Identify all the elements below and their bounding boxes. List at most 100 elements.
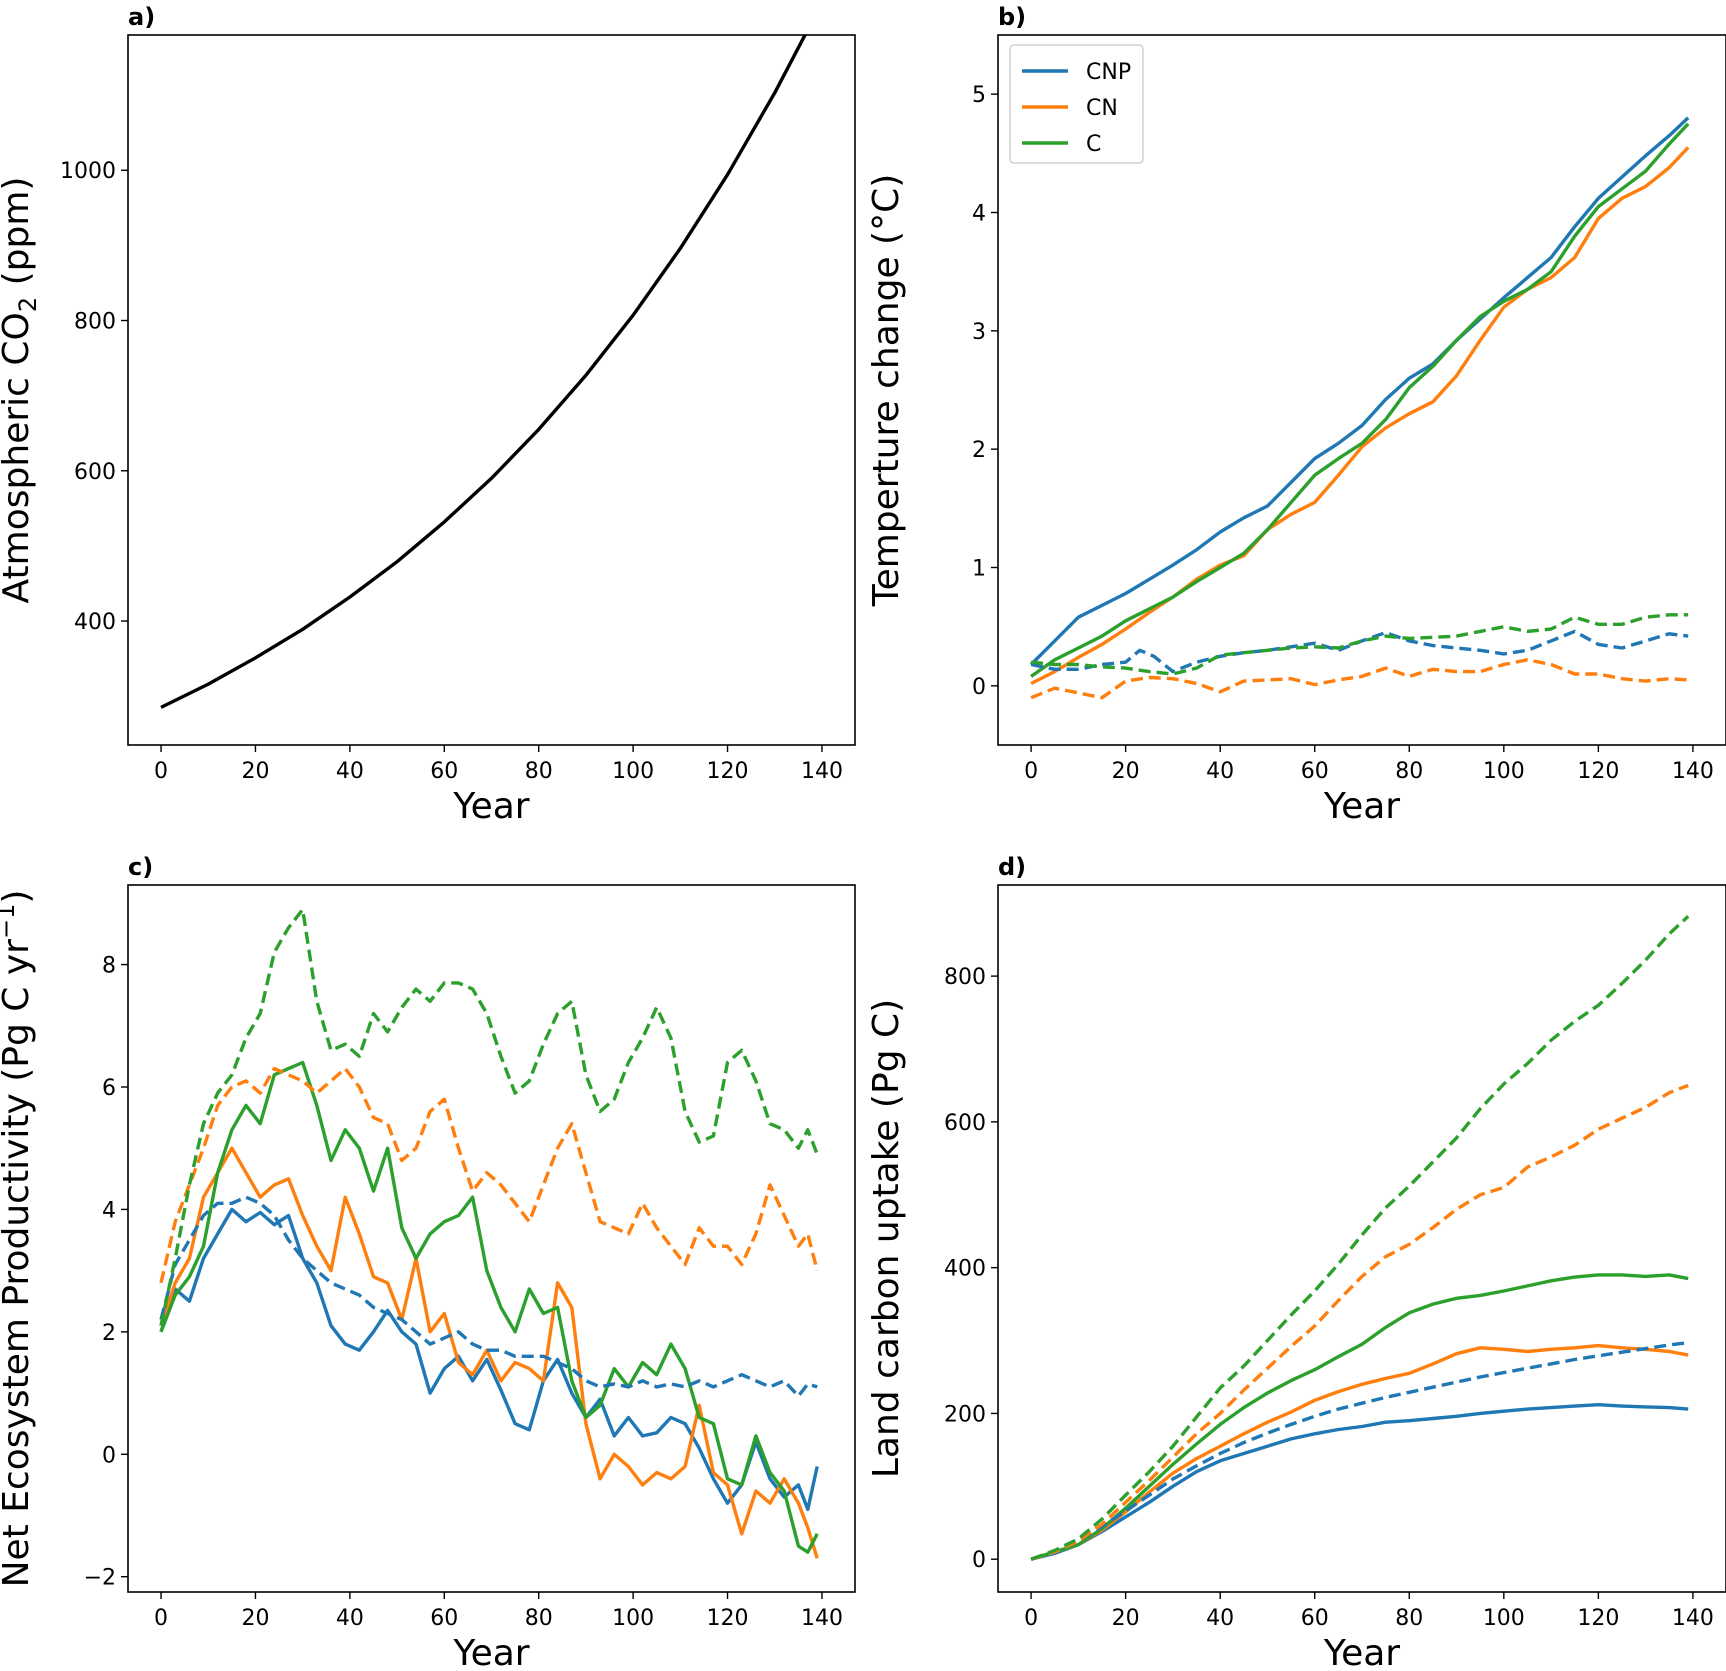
y-tick-label: 0 [102,1443,116,1468]
x-tick-label: 100 [1483,1606,1525,1631]
series-line-0-solid [1030,1402,1689,1561]
y-tick-label: 6 [102,1076,116,1101]
legend-label-0: CNP [1086,60,1131,85]
series-line-2-solid [159,1060,819,1554]
y-axis-label-main: Atmospheric CO [0,312,37,603]
y-tick-label: −2 [84,1566,116,1591]
y-axis-label-main: Net Ecosystem Productivity (Pg C yr [0,939,37,1588]
y-tick-label: 1000 [60,159,116,184]
series-line-1-solid [159,1146,819,1559]
panel-b: b) 0 20 40 60 80 100 120 140 0 1 2 3 4 5 Year Temperture… [866,3,1726,827]
y-axis-label-superscript: −1 [0,904,20,939]
x-tick-label: 80 [525,759,553,784]
x-tick-label: 60 [430,759,458,784]
x-tick-label: 140 [1672,1606,1714,1631]
x-tick-label: 40 [336,1606,364,1631]
x-tick-label: 20 [241,759,269,784]
panel-label: a) [128,3,155,31]
x-axis-label: Year [1323,1633,1400,1671]
series-line-1-solid [1030,146,1690,686]
plot-frame [997,34,1726,746]
series-line-0-solid [159,1207,819,1512]
x-tick-label: 100 [612,1606,654,1631]
x-tick-label: 120 [707,759,749,784]
series-line-1-solid [1030,1343,1689,1561]
legend-label-2: C [1086,132,1101,157]
series-line-5-dashed [159,907,819,1327]
y-tick-label: 600 [74,460,116,485]
series-line-2-solid [1030,122,1690,678]
x-tick-label: 40 [1206,1606,1234,1631]
x-tick-label: 20 [1112,1606,1140,1631]
x-tick-label: 60 [1301,1606,1329,1631]
series-group [1030,915,1690,1561]
x-tick-label: 120 [707,1606,749,1631]
x-tick-label: 0 [154,1606,168,1631]
x-tick-label: 60 [1301,759,1329,784]
legend-label-1: CN [1086,96,1118,121]
series-line-0-solid [160,35,807,709]
x-tick-label: 20 [1112,759,1140,784]
x-tick-label: 80 [1395,759,1423,784]
panel-label: b) [998,3,1026,31]
y-axis-label: Temperture change (°C) [866,174,907,608]
x-tick-label: 100 [612,759,654,784]
legend-box [1009,44,1144,164]
series-group [159,907,819,1559]
x-tick-label: 40 [336,759,364,784]
y-axis-label: Atmospheric CO2 (ppm) [0,177,42,604]
series-line-5-dashed [1030,915,1690,1561]
series-line-0-solid [1029,116,1690,666]
plot-frame [127,34,856,746]
x-axis-label: Year [1323,786,1400,827]
panel-a: a) 0 20 40 60 80 100 120 140 400 600 800 1000 Year Atm… [0,3,856,827]
series-line-4-dashed [159,1066,819,1284]
y-tick-label: 3 [972,320,986,345]
x-axis-label: Year [452,1633,529,1671]
x-tick-label: 0 [1024,759,1038,784]
y-axis-label-main: Land carbon uptake (Pg C) [866,999,907,1478]
panel-c: c) 0 20 40 60 80 100 120 140 −2 0 2 4 6 8 Year Net Ecosy… [0,853,856,1671]
x-tick-label: 140 [801,759,843,784]
y-tick-label: 2 [102,1321,116,1346]
x-tick-label: 80 [1395,1606,1423,1631]
y-axis-label: Land carbon uptake (Pg C) [866,999,907,1478]
x-tick-label: 80 [525,1606,553,1631]
x-tick-label: 140 [1672,759,1714,784]
x-tick-label: 140 [801,1606,843,1631]
y-tick-label: 600 [944,1111,986,1136]
y-tick-label: 800 [944,965,986,990]
y-tick-label: 4 [972,202,986,227]
series-line-4-dashed [1030,1083,1689,1561]
x-axis-label: Year [452,786,529,827]
y-tick-label: 2 [972,438,986,463]
y-tick-label: 1 [972,557,986,582]
x-tick-label: 60 [430,1606,458,1631]
x-tick-label: 100 [1483,759,1525,784]
panel-label: c) [128,853,153,881]
y-axis-label-tail: (ppm) [0,177,37,297]
y-axis-label: Net Ecosystem Productivity (Pg C yr−1) [0,890,37,1588]
x-tick-label: 0 [154,759,168,784]
plot-frame [997,884,1726,1593]
y-tick-label: 0 [972,675,986,700]
series-line-2-solid [1030,1273,1689,1561]
y-tick-label: 400 [944,1257,986,1282]
panel-d: d) 0 20 40 60 80 100 120 140 0 200 400 600 800 Year Lan… [866,853,1726,1671]
y-axis-label-main: Temperture change (°C) [866,174,907,608]
series-line-5-dashed [1030,613,1689,676]
panel-label: d) [998,853,1026,881]
x-tick-label: 20 [241,1606,269,1631]
y-tick-label: 5 [972,83,986,108]
x-tick-label: 40 [1206,759,1234,784]
y-tick-label: 4 [102,1198,116,1223]
x-tick-label: 120 [1577,1606,1619,1631]
y-tick-label: 400 [74,610,116,635]
series-line-3-dashed [1030,1341,1689,1561]
series-line-4-dashed [1030,658,1689,700]
series-group [1029,116,1690,700]
x-tick-label: 120 [1577,759,1619,784]
y-axis-label-tail: ) [0,890,37,904]
y-tick-label: 8 [102,954,116,979]
